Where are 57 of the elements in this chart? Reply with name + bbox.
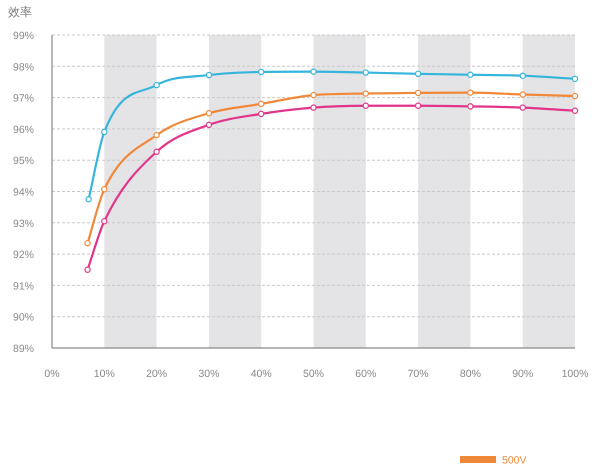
point bbox=[206, 72, 212, 78]
y-tick-label: 96% bbox=[12, 124, 34, 136]
point bbox=[206, 110, 212, 116]
point bbox=[101, 128, 108, 136]
x-tick-label: 0% bbox=[44, 368, 60, 380]
point bbox=[101, 186, 108, 193]
x-tick-label: 10% bbox=[94, 368, 115, 380]
x-tick-label: 90% bbox=[512, 368, 534, 380]
y-tick-label: 91% bbox=[12, 280, 34, 292]
point bbox=[414, 102, 422, 109]
point bbox=[520, 104, 526, 111]
point bbox=[153, 148, 160, 155]
y-tick-label: 89% bbox=[12, 343, 34, 355]
x-tick-label: 80% bbox=[460, 368, 481, 380]
y-tick-label: 99% bbox=[12, 30, 34, 42]
point bbox=[310, 92, 317, 98]
point bbox=[206, 122, 212, 128]
point bbox=[414, 70, 422, 78]
x-tick-label: 30% bbox=[198, 368, 220, 380]
y-tick-label: 94% bbox=[12, 186, 34, 198]
x-tick-label: 20% bbox=[146, 368, 168, 380]
point bbox=[520, 91, 526, 98]
point bbox=[467, 103, 474, 110]
point bbox=[520, 72, 526, 79]
point bbox=[572, 76, 578, 82]
point bbox=[414, 90, 422, 96]
point bbox=[362, 69, 369, 76]
x-tick-label: 60% bbox=[355, 368, 376, 380]
point bbox=[101, 218, 108, 224]
point bbox=[362, 90, 369, 97]
point bbox=[310, 68, 317, 75]
legend-label: 500V bbox=[502, 454, 527, 466]
point bbox=[85, 196, 92, 203]
x-tick-label: 100% bbox=[562, 368, 588, 380]
point bbox=[153, 82, 160, 88]
point bbox=[362, 102, 369, 109]
point bbox=[467, 72, 474, 78]
y-tick-label: 95% bbox=[12, 155, 34, 168]
y-tick-label: 97% bbox=[12, 92, 34, 105]
point bbox=[258, 68, 264, 76]
x-tick-label: 50% bbox=[302, 368, 324, 380]
y-tick-label: 90% bbox=[12, 312, 34, 324]
y-tick-label: 93% bbox=[12, 218, 34, 230]
x-tick-label: 40% bbox=[250, 368, 272, 380]
point bbox=[153, 132, 160, 138]
point bbox=[467, 89, 474, 96]
point bbox=[258, 100, 264, 108]
point bbox=[572, 108, 578, 114]
point bbox=[258, 110, 264, 118]
y-tick-label: 92% bbox=[12, 249, 34, 262]
point bbox=[310, 104, 317, 111]
point bbox=[84, 240, 91, 246]
point bbox=[572, 92, 578, 100]
point bbox=[84, 266, 91, 273]
y-axis-title: 效率 bbox=[8, 5, 32, 19]
y-tick-label: 98% bbox=[12, 61, 34, 74]
x-tick-label: 70% bbox=[408, 368, 429, 380]
